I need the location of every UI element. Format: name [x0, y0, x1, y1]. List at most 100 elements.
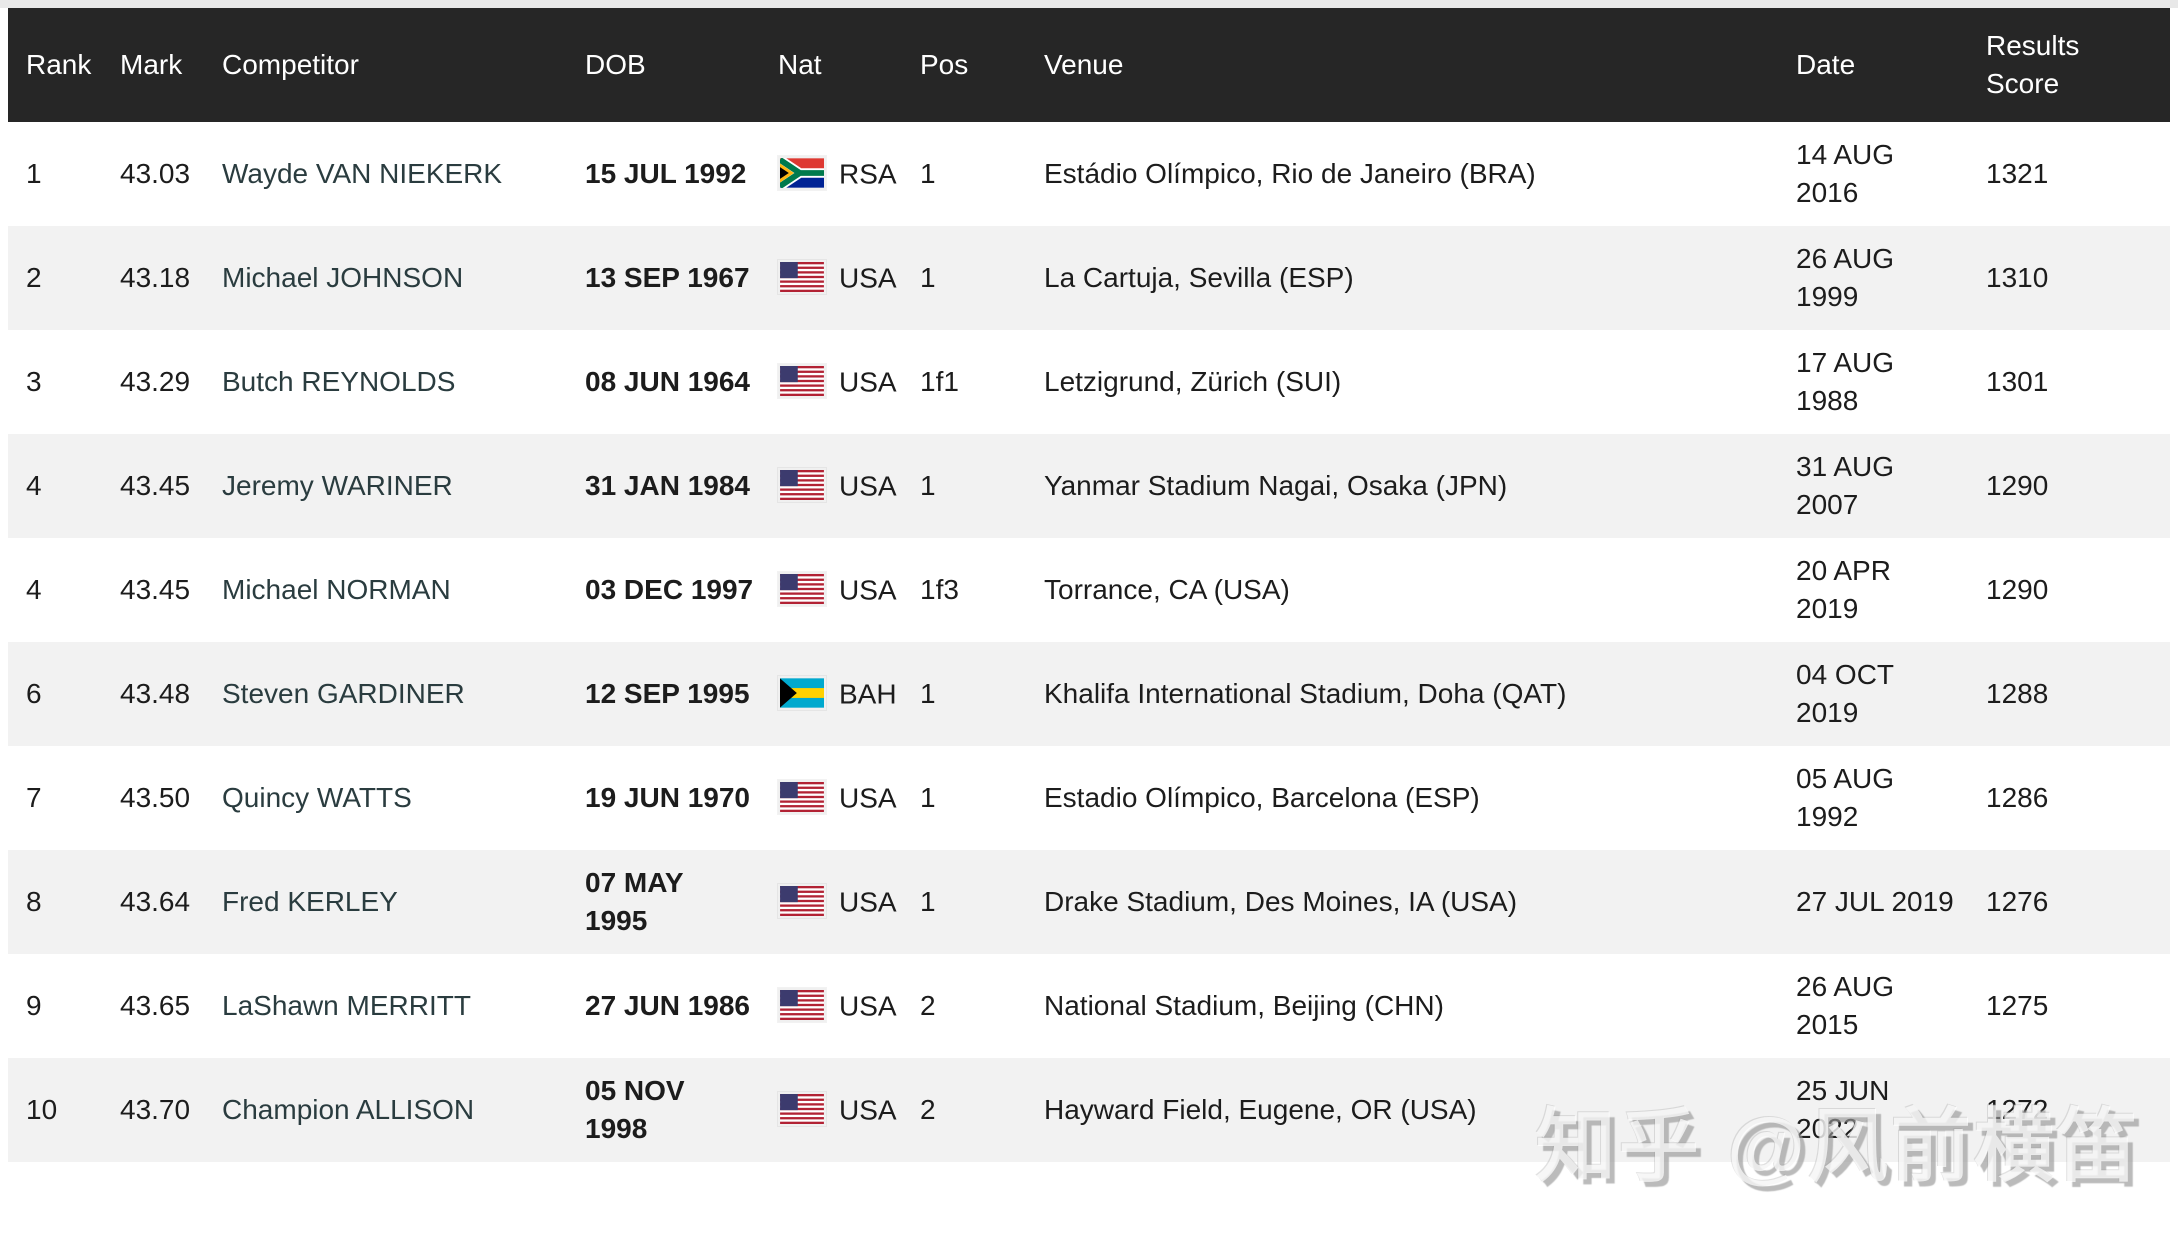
cell-competitor: Quincy WATTS [222, 746, 585, 850]
cell-mark: 43.45 [120, 470, 191, 501]
table-row: 6 43.48 Steven GARDINER 12 SEP 1995 BAH 1 Khal… [8, 642, 2170, 746]
cell-dob: 12 SEP 1995 [585, 678, 750, 709]
cell-score: 1321 [1986, 158, 2049, 189]
cell-date: 27 JUL 2019 [1796, 886, 1954, 917]
cell-nat: BAH [778, 642, 920, 746]
cell-venue: La Cartuja, Sevilla (ESP) [1044, 262, 1354, 293]
header-dob: DOB [585, 8, 778, 122]
flag-usa-icon [778, 883, 826, 918]
cell-competitor: Michael JOHNSON [222, 226, 585, 330]
competitor-link[interactable]: Michael NORMAN [222, 574, 451, 605]
flag-usa-icon [778, 259, 826, 294]
table-row: 3 43.29 Butch REYNOLDS 08 JUN 1964 USA 1f1 Let… [8, 330, 2170, 434]
cell-pos: 1 [920, 678, 936, 709]
cell-pos: 2 [920, 990, 936, 1021]
cell-score: 1272 [1986, 1094, 2049, 1125]
cell-rank: 10 [26, 1094, 58, 1125]
cell-mark: 43.70 [120, 1094, 191, 1125]
cell-nat: USA [778, 538, 920, 642]
cell-mark: 43.18 [120, 262, 191, 293]
table-header: Rank Mark Competitor DOB Nat Pos Venue D… [8, 8, 2170, 122]
competitor-link[interactable]: Steven GARDINER [222, 678, 465, 709]
competitor-link[interactable]: Jeremy WARINER [222, 470, 453, 501]
cell-rank: 4 [26, 574, 42, 605]
cell-nat: USA [778, 954, 920, 1058]
cell-dob: 07 MAY 1995 [585, 867, 684, 936]
competitor-link[interactable]: Champion ALLISON [222, 1094, 475, 1125]
cell-dob: 05 NOV 1998 [585, 1075, 685, 1144]
cell-competitor: Steven GARDINER [222, 642, 585, 746]
header-nat: Nat [778, 8, 920, 122]
flag-usa-icon [778, 363, 826, 398]
cell-competitor: Fred KERLEY [222, 850, 585, 954]
cell-pos: 1 [920, 470, 936, 501]
cell-dob: 27 JUN 1986 [585, 990, 751, 1021]
table-header-row: Rank Mark Competitor DOB Nat Pos Venue D… [8, 8, 2170, 122]
cell-venue: Torrance, CA (USA) [1044, 574, 1290, 605]
table-row: 8 43.64 Fred KERLEY 07 MAY 1995 USA 1 Drake St… [8, 850, 2170, 954]
cell-rank: 7 [26, 782, 42, 813]
cell-pos: 1 [920, 886, 936, 917]
header-date: Date [1796, 8, 1986, 122]
cell-competitor: Jeremy WARINER [222, 434, 585, 538]
cell-date: 26 AUG 2015 [1796, 971, 1895, 1040]
flag-usa-icon [778, 571, 826, 606]
competitor-link[interactable]: Butch REYNOLDS [222, 366, 456, 397]
table-row: 2 43.18 Michael JOHNSON 13 SEP 1967 USA 1 La C… [8, 226, 2170, 330]
cell-dob: 08 JUN 1964 [585, 366, 751, 397]
cell-date: 04 OCT 2019 [1796, 659, 1895, 728]
cell-rank: 6 [26, 678, 42, 709]
cell-venue: Estádio Olímpico, Rio de Janeiro (BRA) [1044, 158, 1536, 189]
cell-dob: 31 JAN 1984 [585, 470, 751, 501]
cell-mark: 43.64 [120, 886, 191, 917]
cell-venue: Khalifa International Stadium, Doha (QAT… [1044, 678, 1567, 709]
flag-usa-icon [778, 467, 826, 502]
flag-usa-icon [778, 779, 826, 814]
cell-rank: 9 [26, 990, 42, 1021]
header-venue: Venue [1044, 8, 1796, 122]
cell-score: 1286 [1986, 782, 2049, 813]
cell-nat: USA [778, 434, 920, 538]
cell-rank: 8 [26, 886, 42, 917]
nat-code: BAH [839, 678, 897, 710]
competitor-link[interactable]: Quincy WATTS [222, 782, 412, 813]
competitor-link[interactable]: Fred KERLEY [222, 886, 398, 917]
header-mark: Mark [120, 8, 222, 122]
cell-date: 17 AUG 1988 [1796, 347, 1895, 416]
table-row: 4 43.45 Michael NORMAN 03 DEC 1997 USA 1f3 Tor… [8, 538, 2170, 642]
cell-pos: 1f1 [920, 366, 959, 397]
cell-rank: 3 [26, 366, 42, 397]
cell-dob: 03 DEC 1997 [585, 574, 754, 605]
nat-code: USA [839, 1094, 897, 1126]
cell-rank: 4 [26, 470, 42, 501]
competitor-link[interactable]: Wayde VAN NIEKERK [222, 158, 503, 189]
cell-mark: 43.48 [120, 678, 191, 709]
cell-venue: National Stadium, Beijing (CHN) [1044, 990, 1444, 1021]
cell-pos: 1 [920, 782, 936, 813]
header-competitor: Competitor [222, 8, 585, 122]
flag-usa-icon [778, 987, 826, 1022]
flag-usa-icon [778, 1091, 826, 1126]
cell-venue: Drake Stadium, Des Moines, IA (USA) [1044, 886, 1518, 917]
cell-nat: USA [778, 1058, 920, 1162]
cell-venue: Hayward Field, Eugene, OR (USA) [1044, 1094, 1477, 1125]
header-rank: Rank [8, 8, 120, 122]
cell-nat: USA [778, 330, 920, 434]
header-results-score: Results Score [1986, 8, 2170, 122]
header-pos: Pos [920, 8, 1044, 122]
cell-venue: Estadio Olímpico, Barcelona (ESP) [1044, 782, 1480, 813]
cell-competitor: Michael NORMAN [222, 538, 585, 642]
cell-venue: Yanmar Stadium Nagai, Osaka (JPN) [1044, 470, 1508, 501]
cell-date: 26 AUG 1999 [1796, 243, 1895, 312]
cell-nat: USA [778, 226, 920, 330]
cell-dob: 15 JUL 1992 [585, 158, 747, 189]
competitor-link[interactable]: Michael JOHNSON [222, 262, 464, 293]
cell-pos: 1f3 [920, 574, 959, 605]
cell-nat: USA [778, 746, 920, 850]
cell-dob: 19 JUN 1970 [585, 782, 751, 813]
cell-mark: 43.65 [120, 990, 191, 1021]
cell-competitor: LaShawn MERRITT [222, 954, 585, 1058]
competitor-link[interactable]: LaShawn MERRITT [222, 990, 471, 1021]
table-row: 4 43.45 Jeremy WARINER 31 JAN 1984 USA 1 Yanma… [8, 434, 2170, 538]
table-body: 1 43.03 Wayde VAN NIEKERK 15 JUL 1992 RSA 1 Es… [8, 122, 2170, 1162]
